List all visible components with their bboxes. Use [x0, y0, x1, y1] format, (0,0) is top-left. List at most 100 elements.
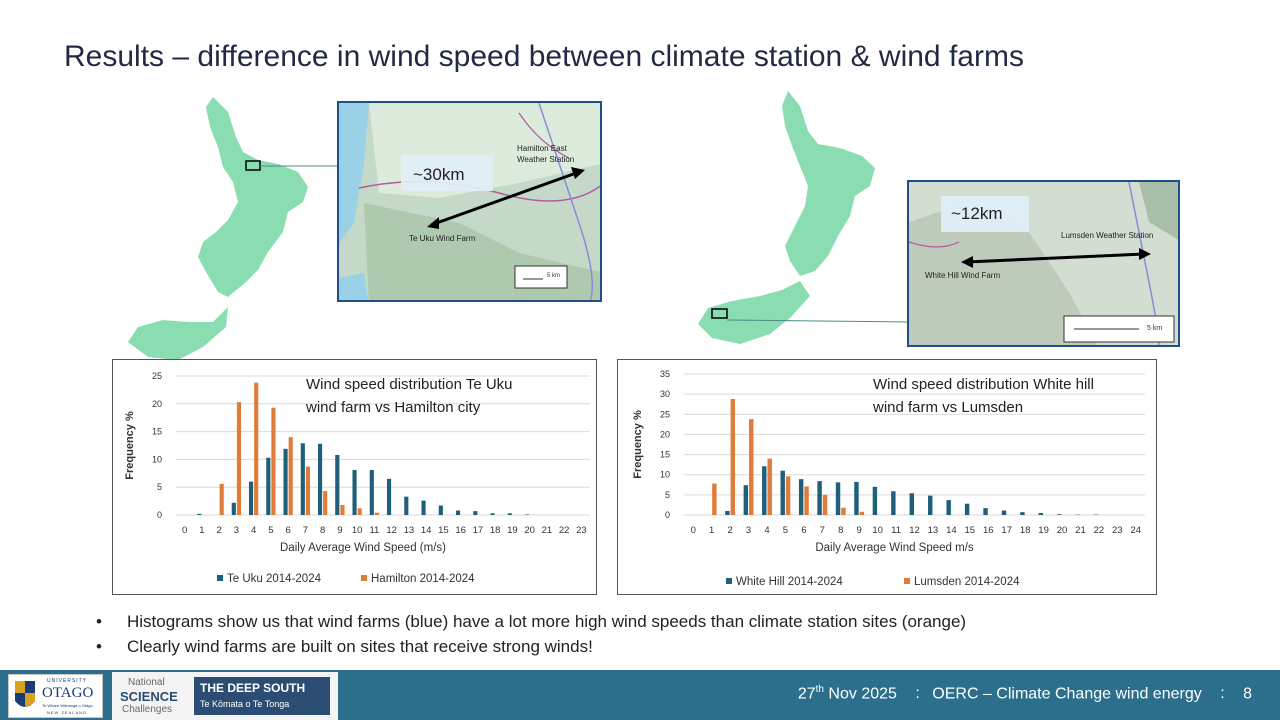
x-tick-label: 1: [709, 525, 714, 536]
x-tick-label: 0: [182, 525, 187, 536]
bar: [473, 511, 478, 515]
x-tick-label: 6: [285, 525, 290, 536]
distance-label: ~30km: [413, 165, 465, 184]
x-axis-label: Daily Average Wind Speed (m/s): [280, 542, 446, 554]
x-tick-label: 5: [268, 525, 273, 536]
legend-swatch: [726, 578, 732, 584]
bullet-list: Histograms show us that wind farms (blue…: [96, 612, 966, 662]
bar: [266, 457, 271, 515]
slide-title: Results – difference in wind speed betwe…: [64, 40, 1024, 73]
bar: [725, 510, 730, 515]
nsc-national: National: [128, 677, 165, 688]
y-tick-label: 15: [152, 427, 162, 437]
chart-annotation: Wind speed distribution White hill wind …: [873, 373, 1094, 419]
chart-annotation-line2: wind farm vs Hamilton city: [306, 399, 481, 416]
bar: [983, 508, 988, 515]
bar: [835, 482, 841, 515]
x-tick-label: 4: [764, 525, 769, 536]
bar: [421, 500, 426, 515]
x-tick-label: 4: [251, 525, 256, 536]
x-tick-label: 0: [691, 525, 696, 536]
x-tick-label: 5: [783, 525, 788, 536]
x-tick-label: 19: [1038, 525, 1049, 536]
bar: [749, 419, 754, 515]
bullet-item: Clearly wind farms are built on sites th…: [96, 637, 966, 657]
x-tick-label: 16: [983, 525, 994, 536]
x-tick-label: 7: [303, 525, 308, 536]
y-tick-label: 35: [660, 369, 670, 379]
x-tick-label: 11: [369, 525, 379, 536]
bar: [386, 478, 392, 515]
footer-date-rest: Nov 2025: [823, 685, 897, 703]
legend-swatch: [904, 578, 910, 584]
bar: [872, 486, 878, 515]
y-tick-label: 0: [157, 510, 162, 520]
bar: [340, 504, 345, 515]
bar: [743, 485, 749, 515]
deep-south-maori: Te Kōmata o Te Tonga: [200, 699, 290, 709]
x-tick-label: 16: [455, 525, 466, 536]
bar: [712, 483, 717, 515]
footer-course: OERC – Climate Change wind energy: [932, 685, 1202, 703]
chart-annotation-line1: Wind speed distribution White hill: [873, 376, 1094, 393]
bar: [236, 402, 242, 515]
y-tick-label: 5: [665, 490, 670, 500]
x-tick-label: 2: [727, 525, 732, 536]
farm-label: Te Uku Wind Farm: [409, 234, 476, 243]
distance-label: ~12km: [951, 204, 1003, 223]
legend-label: Te Uku 2014-2024: [227, 573, 322, 585]
x-tick-label: 12: [909, 525, 920, 536]
otago-crest-icon: [15, 681, 35, 707]
x-tick-label: 3: [234, 525, 239, 536]
bar: [231, 502, 236, 515]
otago-country: NEW ZEALAND: [47, 710, 87, 715]
north-island-map: [128, 97, 338, 360]
bar: [817, 481, 822, 515]
x-tick-label: 3: [746, 525, 751, 536]
otago-university-text: UNIVERSITY: [47, 678, 88, 684]
station-label-line1: Hamilton East: [517, 144, 567, 153]
bar: [854, 481, 859, 515]
y-tick-label: 25: [152, 371, 162, 381]
footer-separator: :: [1220, 685, 1225, 703]
footer-bar: UNIVERSITY OTAGO Te Whare Wānanga o Otāg…: [0, 670, 1280, 720]
chart-annotation-line1: Wind speed distribution Te Uku: [306, 376, 513, 393]
x-tick-label: 11: [891, 525, 901, 536]
footer-separator: :: [915, 685, 920, 703]
footer-info: 27th Nov 2025 : OERC – Climate Change wi…: [798, 684, 1252, 703]
otago-tagline: Te Whare Wānanga o Otāgo: [42, 703, 93, 708]
south-island-map: [698, 91, 911, 344]
bar: [785, 476, 791, 515]
bar: [455, 510, 461, 515]
bar: [524, 514, 530, 515]
deep-south-title: THE DEEP SOUTH: [200, 681, 306, 695]
station-label: Lumsden Weather Station: [1061, 231, 1154, 240]
x-tick-label: 13: [404, 525, 415, 536]
bar: [300, 443, 305, 515]
bar: [1001, 510, 1007, 515]
bar: [780, 470, 785, 515]
te-uku-map: ~30km Hamilton East Weather Station Te U…: [337, 101, 602, 302]
legend-label: White Hill 2014-2024: [736, 576, 843, 588]
nsc-challenges: Challenges: [122, 704, 173, 715]
legend-label: Hamilton 2014-2024: [371, 573, 475, 585]
x-tick-label: 21: [1075, 525, 1086, 536]
y-tick-label: 5: [157, 482, 162, 492]
y-tick-label: 15: [660, 450, 670, 460]
deep-south-badge: THE DEEP SOUTH Te Kōmata o Te Tonga: [194, 677, 330, 715]
bar: [822, 494, 828, 515]
bar: [288, 437, 293, 515]
legend-swatch: [217, 575, 223, 581]
x-tick-label: 15: [438, 525, 449, 536]
bar: [507, 513, 512, 515]
footer-date-suffix: th: [815, 684, 824, 695]
bullet-item: Histograms show us that wind farms (blue…: [96, 612, 966, 632]
bar: [357, 508, 362, 515]
bar: [767, 458, 772, 515]
footer-date-day: 27: [797, 685, 816, 703]
bar: [374, 512, 380, 515]
y-tick-label: 20: [152, 399, 162, 409]
x-tick-label: 8: [838, 525, 843, 536]
bar: [490, 513, 495, 515]
y-tick-label: 10: [152, 454, 162, 464]
